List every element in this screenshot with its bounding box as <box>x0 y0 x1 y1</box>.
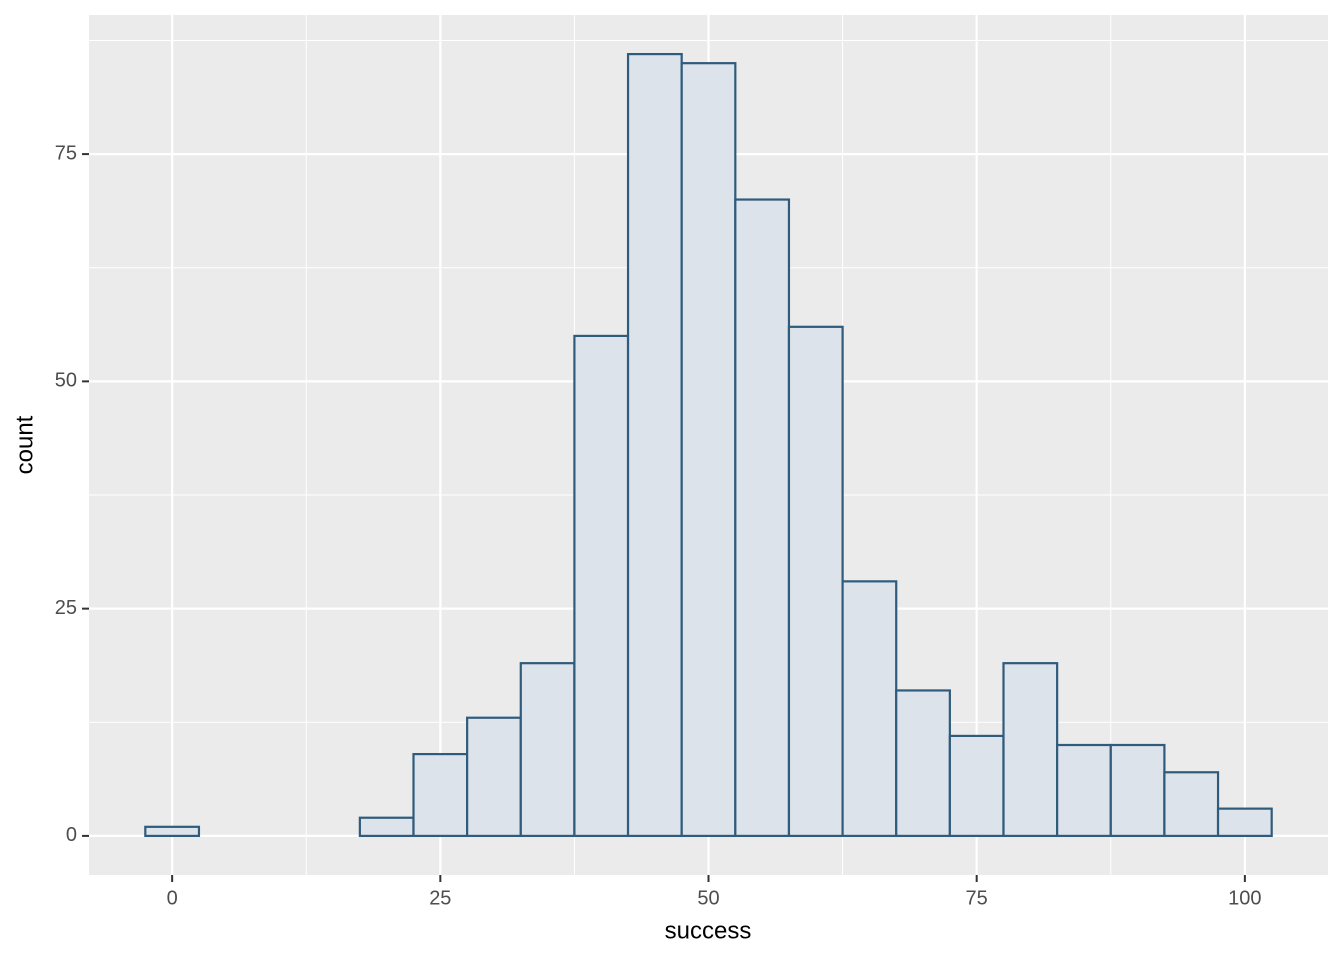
bar <box>466 716 522 838</box>
bar <box>787 325 844 838</box>
x-tick-label: 75 <box>966 887 988 909</box>
x-tick-label: 25 <box>429 887 451 909</box>
x-axis-title: success <box>665 917 752 944</box>
bar <box>144 825 201 838</box>
y-tick-label: 25 <box>55 597 77 619</box>
bar <box>841 580 898 838</box>
bar <box>1163 771 1220 838</box>
bar <box>948 734 1005 838</box>
bar <box>573 334 630 838</box>
bar <box>1109 743 1166 838</box>
bar <box>626 52 683 838</box>
bar <box>1216 807 1273 838</box>
bar <box>1056 743 1112 838</box>
x-tick-label: 100 <box>1228 887 1261 909</box>
y-tick-label: 75 <box>55 142 77 164</box>
x-tick-label: 50 <box>697 887 719 909</box>
x-tick-label: 0 <box>167 887 178 909</box>
bar <box>412 752 469 838</box>
bar <box>680 62 737 838</box>
bar <box>358 816 415 838</box>
bar <box>895 689 951 838</box>
y-tick-label: 50 <box>55 370 77 392</box>
y-axis-title: count <box>11 415 38 474</box>
bar <box>734 198 791 838</box>
bar <box>519 662 576 838</box>
y-tick-label: 0 <box>66 824 77 846</box>
bar <box>1002 662 1059 838</box>
